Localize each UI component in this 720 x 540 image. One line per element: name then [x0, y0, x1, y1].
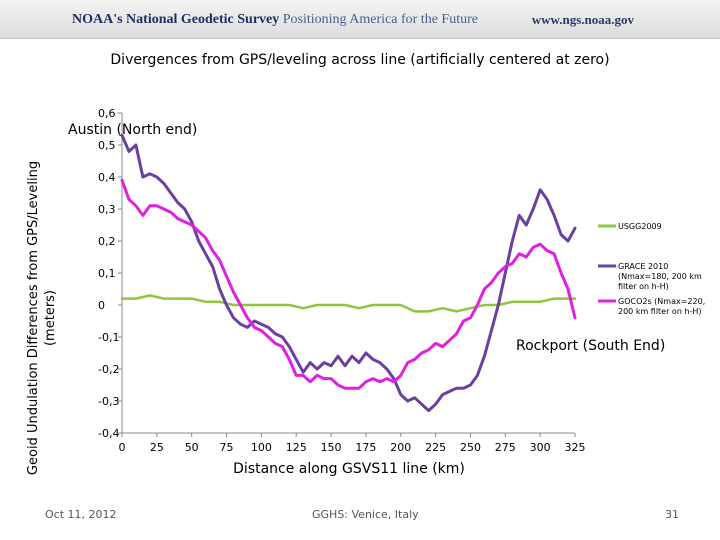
x-tick-label: 0: [119, 441, 126, 454]
x-tick-label: 100: [251, 441, 272, 454]
header-url[interactable]: www.ngs.noaa.gov: [531, 12, 634, 27]
x-tick-label: 225: [425, 441, 446, 454]
series-line-3: [120, 178, 577, 390]
footer-event: GGHS: Venice, Italy: [312, 508, 419, 521]
x-tick-label: 175: [355, 441, 376, 454]
footer-page-number: 31: [665, 508, 679, 521]
x-tick-label: 275: [495, 441, 516, 454]
series-line-1: [120, 294, 577, 313]
x-tick-label: 300: [530, 441, 551, 454]
legend-label-3: GOCO2s (Nmax=220, 200 km filter on h-H): [618, 297, 705, 316]
x-tick-label: 250: [460, 441, 481, 454]
x-tick-label: 75: [220, 441, 234, 454]
x-tick-label: 325: [565, 441, 586, 454]
legend-label-1: USGG2009: [618, 222, 662, 231]
legend-label-line: USGG2009: [618, 222, 662, 231]
header-title: NOAA's National Geodetic Survey Position…: [72, 12, 478, 28]
annotation-south: Rockport (South End): [516, 338, 665, 354]
y-tick-label: 0,3: [98, 203, 116, 216]
legend-label-line: (Nmax=180, 200 km: [618, 272, 702, 281]
y-tick-label: -0,3: [98, 395, 119, 408]
legend-label-2: GRACE 2010 (Nmax=180, 200 km filter on h-H…: [618, 262, 702, 291]
x-tick-label: 150: [321, 441, 342, 454]
tagline: Positioning America for the Future: [282, 12, 478, 27]
y-tick-label: 0,1: [98, 267, 116, 280]
legend-label-line: GOCO2s (Nmax=220,: [618, 297, 705, 306]
y-tick-label: 0,5: [98, 139, 116, 152]
y-axis-title-line1: Geoid Undulation Differences from GPS/Le…: [26, 161, 41, 475]
x-tick-label: 25: [150, 441, 164, 454]
x-axis-title: Distance along GSVS11 line (km): [233, 461, 465, 477]
y-tick-label: -0,4: [98, 427, 119, 440]
x-tick-label: 50: [185, 441, 199, 454]
legend-label-line: GRACE 2010: [618, 262, 668, 271]
footer-date: Oct 11, 2012: [45, 508, 117, 521]
series-line-2: [120, 133, 577, 413]
org-name: NOAA's National Geodetic Survey: [72, 12, 280, 27]
chart-title: Divergences from GPS/leveling across lin…: [110, 52, 610, 68]
header-banner: NOAA's National Geodetic Survey Position…: [0, 0, 720, 39]
y-tick-label: -0,2: [98, 363, 119, 376]
annotation-north: Austin (North end): [68, 122, 197, 138]
y-tick-label: 0: [98, 299, 105, 312]
x-tick-label: 125: [286, 441, 307, 454]
x-tick-label: 200: [390, 441, 411, 454]
y-tick-label: 0,4: [98, 171, 116, 184]
legend-label-line: 200 km filter on h-H): [618, 307, 702, 316]
y-tick-label: 0,6: [98, 107, 116, 120]
legend-label-line: filter on h-H): [618, 282, 669, 291]
y-tick-label: 0,2: [98, 235, 116, 248]
y-tick-label: -0,1: [98, 331, 119, 344]
y-axis-title-line2: (meters): [43, 290, 58, 346]
